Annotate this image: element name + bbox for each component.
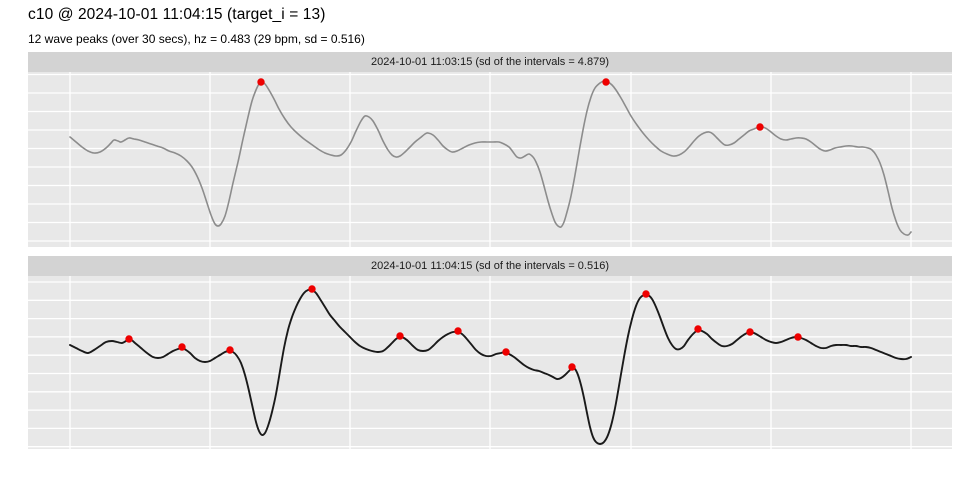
peak-marker-dot	[794, 333, 802, 341]
peak-marker-dot	[694, 325, 702, 333]
peak-marker-dot	[756, 123, 764, 131]
peak-marker-dot	[125, 335, 133, 343]
panel-bottom: 2024-10-01 11:04:15 (sd of the intervals…	[28, 256, 952, 449]
peak-marker-dot	[308, 285, 316, 293]
peak-marker-dot	[602, 78, 610, 86]
page-subtitle: 12 wave peaks (over 30 secs), hz = 0.483…	[28, 32, 365, 46]
panel-top-strip-label: 2024-10-01 11:03:15 (sd of the intervals…	[28, 52, 952, 72]
peak-marker-dot	[568, 363, 576, 371]
panel-bottom-plot	[28, 276, 952, 449]
panel-bottom-strip-label: 2024-10-01 11:04:15 (sd of the intervals…	[28, 256, 952, 276]
peak-marker-dot	[454, 327, 462, 335]
peak-marker-dot	[178, 343, 186, 351]
peak-marker-dot	[642, 290, 650, 298]
panel-top-plot	[28, 72, 952, 247]
peak-marker-dot	[257, 78, 265, 86]
panel-top: 2024-10-01 11:03:15 (sd of the intervals…	[28, 52, 952, 247]
peak-marker-dot	[746, 328, 754, 336]
page-title: c10 @ 2024-10-01 11:04:15 (target_i = 13…	[28, 6, 326, 23]
peak-marker-dot	[502, 348, 510, 356]
peak-marker-dot	[226, 346, 234, 354]
peak-marker-dot	[396, 332, 404, 340]
wave-line	[69, 80, 912, 236]
